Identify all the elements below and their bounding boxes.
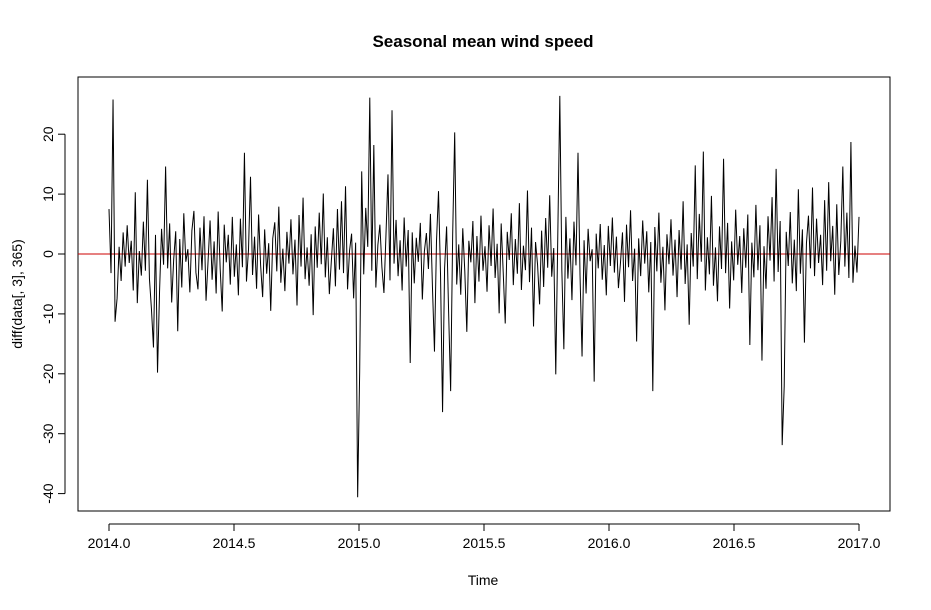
x-tick-label: 2015.5 bbox=[463, 535, 506, 551]
y-tick-label: -20 bbox=[40, 363, 56, 383]
x-tick-label: 2014.0 bbox=[88, 535, 131, 551]
y-tick-label: 20 bbox=[40, 126, 56, 142]
plot-frame bbox=[77, 76, 891, 512]
y-tick-label: 0 bbox=[40, 250, 56, 258]
x-tick-label: 2016.5 bbox=[713, 535, 756, 551]
series-line bbox=[108, 95, 860, 498]
x-tick-label: 2017.0 bbox=[838, 535, 881, 551]
y-tick-label: -10 bbox=[40, 304, 56, 324]
x-axis-label: Time bbox=[468, 572, 499, 588]
y-tick-label: -30 bbox=[40, 423, 56, 443]
y-tick-label: 10 bbox=[40, 186, 56, 202]
x-tick-label: 2015.0 bbox=[338, 535, 381, 551]
chart-title: Seasonal mean wind speed bbox=[372, 32, 593, 51]
x-axis: 2014.0 2014.5 2015.0 2015.5 2016.0 2016.5 2017… bbox=[88, 523, 881, 551]
x-tick-label: 2016.0 bbox=[588, 535, 631, 551]
y-axis-label: diff(data[, 3], 365) bbox=[9, 239, 25, 348]
x-tick-label: 2014.5 bbox=[213, 535, 256, 551]
y-tick-label: -40 bbox=[40, 483, 56, 503]
y-axis: -40 -30 -20 -10 0 10 20 bbox=[40, 126, 66, 504]
